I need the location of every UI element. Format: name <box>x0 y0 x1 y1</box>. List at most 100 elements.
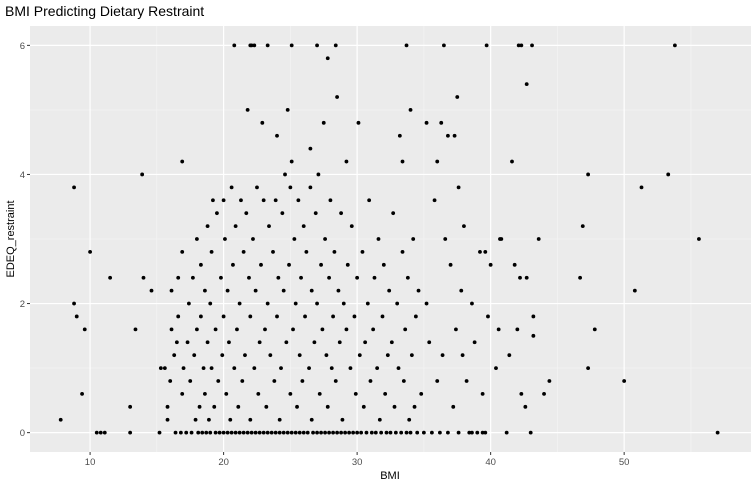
data-point <box>375 366 380 370</box>
data-point <box>333 379 338 383</box>
data-point <box>288 185 293 190</box>
data-point <box>339 430 343 435</box>
data-point <box>456 430 461 435</box>
data-point <box>478 250 482 254</box>
data-point <box>301 430 306 435</box>
data-point <box>288 392 293 396</box>
data-point <box>639 185 644 190</box>
data-point <box>424 120 429 125</box>
data-point <box>312 340 317 345</box>
data-point <box>484 43 489 48</box>
data-point <box>221 314 226 319</box>
data-point <box>586 172 591 177</box>
data-point <box>173 430 178 435</box>
data-point <box>452 133 457 138</box>
data-point <box>291 327 295 332</box>
data-point <box>323 430 327 435</box>
data-point <box>411 237 416 241</box>
data-point <box>408 108 413 112</box>
data-point <box>355 430 360 435</box>
data-point <box>194 327 199 332</box>
data-point <box>399 430 404 435</box>
data-point <box>400 250 405 254</box>
data-point <box>209 366 214 370</box>
data-point <box>215 211 219 216</box>
data-point <box>331 430 335 435</box>
data-point <box>289 430 294 435</box>
data-point <box>331 314 335 319</box>
data-point <box>367 198 372 203</box>
data-point <box>480 392 485 396</box>
data-point <box>296 198 301 203</box>
x-tick-label: 40 <box>485 457 496 468</box>
data-point <box>528 430 533 435</box>
data-point <box>220 353 225 358</box>
data-point <box>253 288 258 293</box>
data-point <box>632 288 637 293</box>
data-point <box>241 250 246 254</box>
data-point <box>519 43 524 48</box>
data-point <box>319 430 323 435</box>
data-point <box>341 301 346 306</box>
data-point <box>276 275 281 280</box>
data-point <box>211 198 215 203</box>
data-point <box>373 430 378 435</box>
data-point <box>413 314 418 319</box>
data-point <box>523 404 528 409</box>
data-point <box>365 301 370 306</box>
data-point <box>333 43 338 48</box>
data-point <box>233 224 238 228</box>
data-point <box>352 314 357 319</box>
data-point <box>368 379 373 383</box>
data-point <box>483 250 488 254</box>
data-point <box>393 430 398 435</box>
data-point <box>321 120 326 125</box>
data-point <box>443 237 448 241</box>
data-point <box>169 327 174 332</box>
data-point <box>80 392 84 396</box>
data-point <box>531 333 536 338</box>
data-point <box>483 430 488 435</box>
data-point <box>259 262 263 267</box>
data-point <box>348 366 353 370</box>
data-point <box>397 133 402 138</box>
data-point <box>309 417 314 422</box>
data-point <box>580 224 585 228</box>
data-point <box>180 159 185 164</box>
data-point <box>228 417 233 422</box>
data-point <box>176 275 181 280</box>
data-point <box>189 430 194 435</box>
data-point <box>401 379 406 383</box>
data-point <box>252 43 257 48</box>
data-point <box>415 430 420 435</box>
data-point <box>229 185 234 190</box>
data-point <box>547 379 552 383</box>
data-point <box>133 327 138 332</box>
data-point <box>252 366 257 370</box>
data-point <box>315 430 319 435</box>
data-point <box>359 430 364 435</box>
data-point <box>376 237 381 241</box>
data-point <box>265 430 270 435</box>
data-point <box>336 288 341 293</box>
data-point <box>301 224 306 228</box>
data-point <box>475 430 480 435</box>
data-point <box>311 430 315 435</box>
data-point <box>377 417 382 422</box>
data-point <box>305 430 310 435</box>
data-point <box>299 275 303 280</box>
data-point <box>213 327 218 332</box>
y-tick-label: 2 <box>20 299 25 310</box>
data-point <box>388 430 393 435</box>
data-point <box>480 430 485 435</box>
data-point <box>213 430 218 435</box>
data-point <box>518 275 522 280</box>
data-point <box>404 430 409 435</box>
data-point <box>317 392 322 396</box>
data-point <box>72 301 76 306</box>
data-point <box>149 288 154 293</box>
data-point <box>219 275 223 280</box>
data-point <box>578 275 582 280</box>
data-point <box>355 275 360 280</box>
data-point <box>271 250 275 254</box>
